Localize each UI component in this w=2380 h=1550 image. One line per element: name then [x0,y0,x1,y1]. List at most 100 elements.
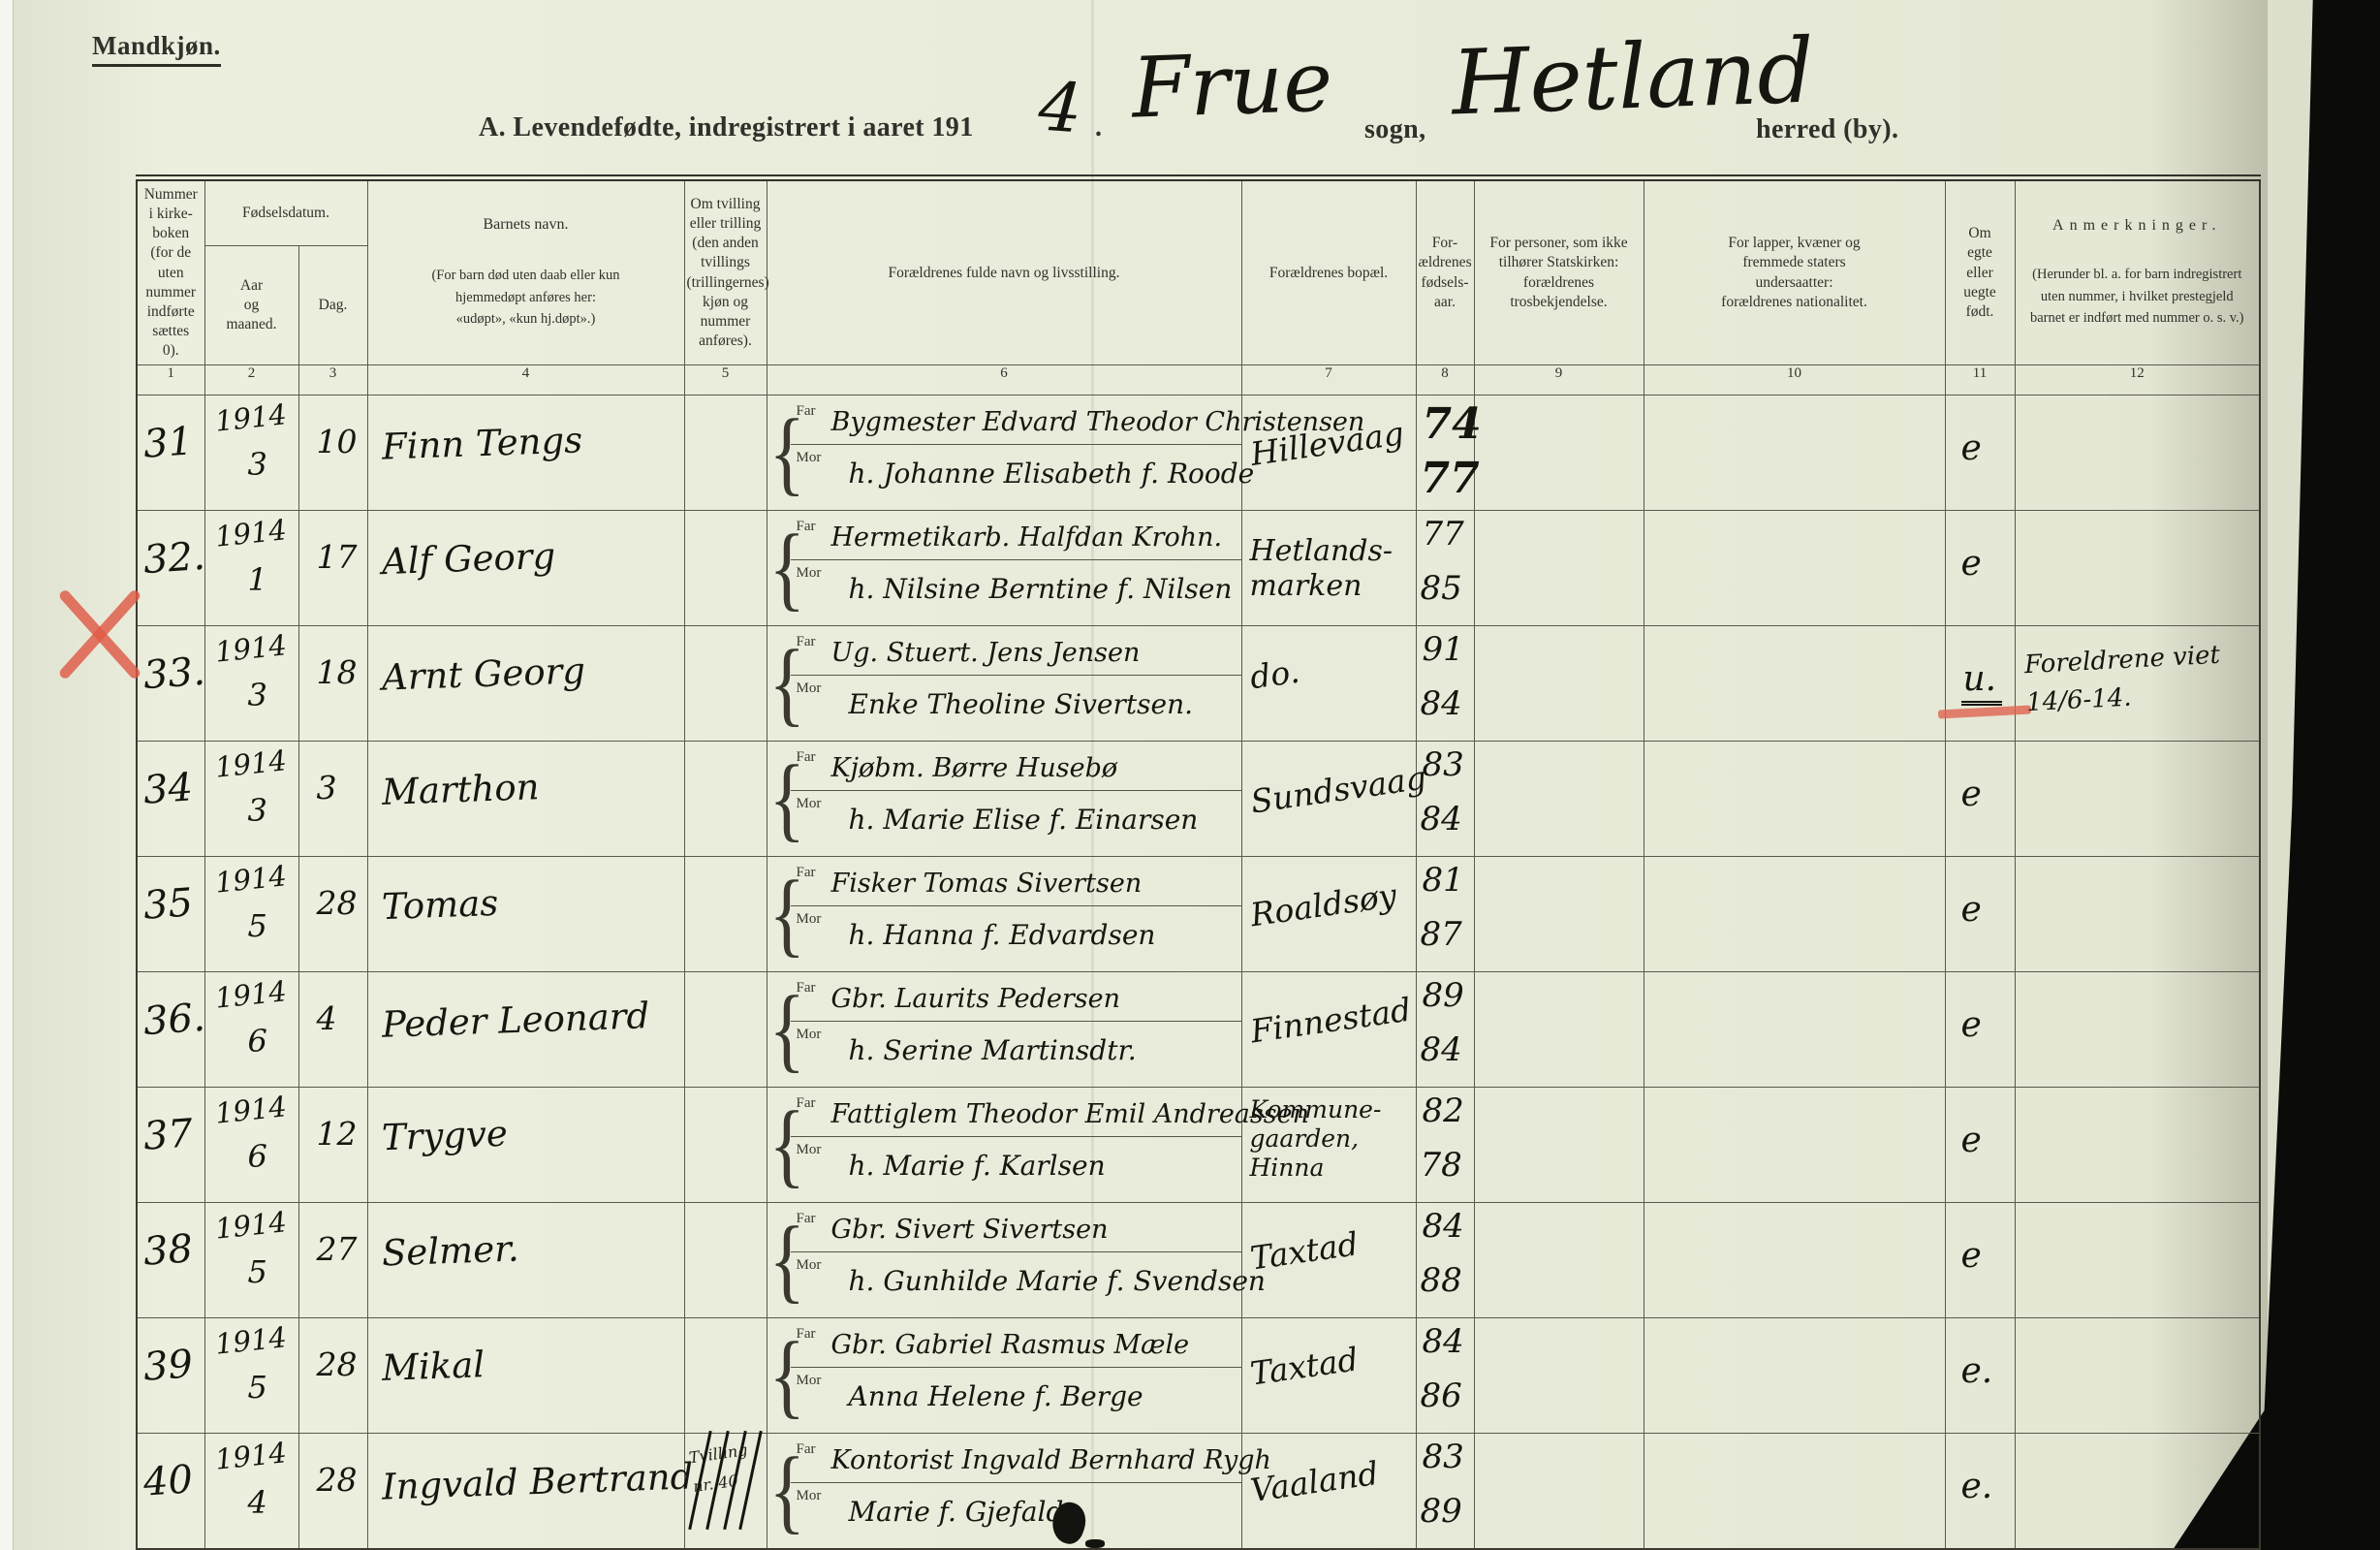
cell-birth-day: 27 [298,1202,368,1319]
cell-child-name: Trygve [366,1087,685,1204]
birth-year-value: 1914 [212,974,288,1016]
birth-day-value: 4 [316,999,337,1038]
cell-twin-note [683,1202,767,1319]
cell-record-number: 38 [136,1202,205,1319]
child-name-value: Peder Leonard [380,995,650,1047]
father-name-value: Fisker Tomas Sivertsen [830,869,1143,900]
cell-residence: Roaldsøy [1240,856,1417,973]
parents-brace: { [768,1437,805,1543]
record-number-value: 37 [141,1111,195,1159]
handwritten-year-digit: 4 [1036,66,1085,149]
cell-faith [1473,1202,1644,1319]
child-name-value: Marthon [380,766,540,814]
cell-parents-names: {Far Mor Fattiglem Theodor Emil Andreassen… [766,1087,1309,1204]
legitimacy-value: e. [1960,1467,1993,1507]
table-row: 40 1914 4 28 Ingvald Bertrand Tvilling nr. 40{… [136,1431,2261,1550]
cell-birth-day: 28 [298,1433,368,1550]
father-name-value: Kontorist Ingvald Bernhard Rygh [830,1445,1271,1476]
father-label: Far [796,865,816,881]
mother-name-value: Marie f. Gjefald. [848,1496,1073,1529]
father-birthyear-value: 83 [1422,1438,1464,1477]
cell-twin-note [683,1087,767,1204]
father-name-value: Gbr. Laurits Pedersen [830,984,1121,1015]
column-number: 2 [204,364,299,396]
residence-value: Hetlands-marken [1249,534,1394,604]
header-nationality: For lapper, kvæner og fremmede staters u… [1643,176,1946,366]
cell-parents-birthyears: 83 84 [1415,741,1475,858]
header-parents-names: Forældrenes fulde navn og livsstilling. [766,176,1242,366]
birth-month-value: 5 [247,1253,267,1291]
mother-label: Mor [796,1488,822,1504]
cell-legitimacy: u. [1937,625,2031,743]
parents-brace: { [768,1091,805,1197]
column-number: 9 [1473,364,1644,396]
cell-residence: Finnestad [1240,971,1417,1089]
father-mother-divider [790,1136,1241,1138]
cell-child-name: Tomas [366,856,685,973]
cell-birth-year-month: 1914 4 [204,1433,299,1550]
mother-name-value: h. Marie f. Karlsen [848,1150,1106,1183]
cell-nationality [1643,856,1946,973]
record-number-value: 33. [141,649,207,699]
cell-parents-names: {Far Mor Bygmester Edvard Theodor Christen… [766,395,1364,512]
father-label: Far [796,749,816,766]
birth-month-value: 4 [247,1484,267,1522]
cell-residence: Hillevaag [1240,395,1417,512]
cell-legitimacy: e [1944,1202,2016,1319]
handwritten-parish-name: Frue [1130,33,1334,138]
birth-day-value: 28 [316,1461,358,1500]
cell-nationality [1643,625,1946,743]
cell-residence: Sundsvaag [1240,741,1428,858]
birth-year-value: 1914 [212,513,288,554]
child-name-value: Alf Georg [380,535,556,584]
cell-parents-birthyears: 82 78 [1415,1087,1475,1204]
table-row: 36. 1914 6 4 Peder Leonard {Far Mor Gbr. Laurit… [136,971,2261,1089]
mother-birthyear-value: 86 [1420,1376,1462,1416]
cell-parents-names: {Far Mor Fisker Tomas Sivertsen h. Hanna f.… [766,856,1242,973]
cell-remark [2014,1317,2261,1435]
header-twin: Om tvilling eller trilling (den anden tv… [683,176,769,366]
father-birthyear-value: 89 [1422,976,1464,1016]
child-name-value: Ingvald Bertrand [380,1455,694,1508]
table-row: 35 1914 5 28 Tomas {Far Mor Fisker Tomas Sivert… [136,856,2261,973]
column-number: 6 [766,364,1242,396]
header-birthdate-group: Fødselsdatum. [204,176,368,247]
form-title-printed: A. Levendefødte, indregistrert i aaret 1… [479,112,974,142]
cell-nationality [1643,395,1946,512]
remark-value: Foreldrene viet 14/6-14. [2022,641,2221,718]
birth-month-value: 6 [247,1023,267,1060]
mother-birthyear-value: 78 [1420,1146,1462,1186]
cell-parents-birthyears: 89 84 [1415,971,1475,1089]
cell-record-number: 32. [136,510,206,627]
cell-faith [1473,395,1644,512]
cell-birth-day: 10 [298,395,368,512]
cell-record-number: 39 [136,1317,205,1435]
mother-birthyear-value: 84 [1420,1030,1462,1070]
cell-faith [1473,1087,1644,1204]
cell-child-name: Ingvald Bertrand [366,1433,693,1550]
cell-remark [2014,395,2261,512]
mother-name-value: h. Marie Elise f. Einarsen [848,804,1199,837]
cell-child-name: Alf Georg [366,510,685,627]
cell-faith [1473,1433,1644,1550]
father-label: Far [796,403,816,420]
parents-brace: { [768,975,805,1082]
father-birthyear-value: 82 [1422,1091,1464,1131]
birth-year-value: 1914 [212,1090,288,1131]
father-name-value: Gbr. Gabriel Rasmus Mæle [830,1330,1190,1361]
header-remarks-title: Anmerkninger. [2052,217,2222,235]
header-number: Nummer i kirke- boken (for de uten numme… [136,176,205,366]
cell-birth-day: 28 [298,856,368,973]
cell-child-name: Finn Tengs [366,395,685,512]
residence-value: Vaaland [1247,1454,1381,1510]
column-number: 10 [1643,364,1946,396]
form-title-period: . [1095,112,1103,142]
cell-residence: Vaaland [1240,1433,1417,1550]
cell-record-number: 33. [136,625,207,743]
cell-parents-birthyears: 83 89 [1415,1433,1475,1550]
cell-parents-birthyears: 84 86 [1415,1317,1475,1435]
legitimacy-value: e [1960,1121,1982,1161]
cell-birth-day: 17 [298,510,368,627]
parents-brace: { [768,629,805,736]
legitimacy-value: e [1960,544,1982,585]
